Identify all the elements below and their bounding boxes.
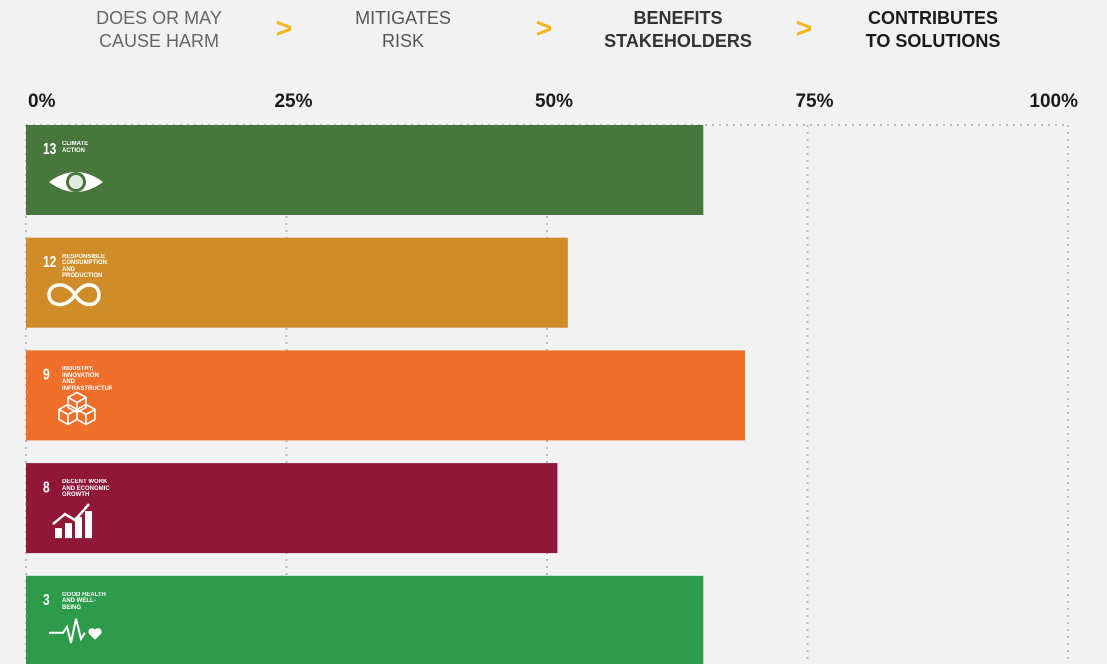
- goal-number: 3: [43, 590, 50, 608]
- stage-separator: >: [536, 12, 552, 43]
- goal-name: RESPONSIBLE CONSUMPTION AND PRODUCTION: [62, 253, 107, 278]
- goal-name: CLIMATE ACTION: [62, 141, 89, 154]
- stage-label: CONTRIBUTES: [868, 8, 998, 28]
- goal-number: 8: [43, 478, 50, 496]
- sdg-badge: 12 RESPONSIBLE CONSUMPTION AND PRODUCTION: [43, 252, 107, 307]
- stage-label: MITIGATES: [355, 8, 451, 28]
- bar: [26, 125, 704, 215]
- goal-name-text: DECENT WORK AND ECONOMIC GROWTH: [62, 479, 110, 499]
- goal-number: 9: [43, 365, 50, 383]
- goal-name-text: CLIMATE ACTION: [62, 141, 89, 154]
- stage-label: CAUSE HARM: [99, 31, 219, 51]
- icon: [65, 523, 72, 539]
- icon: [47, 283, 101, 307]
- icon: [88, 628, 102, 640]
- goal-number: 13: [43, 140, 56, 158]
- x-tick-label: 75%: [795, 91, 833, 112]
- x-tick-label: 50%: [535, 91, 573, 112]
- sdg-badge: 8 DECENT WORK AND ECONOMIC GROWTH: [43, 478, 110, 539]
- icon: [55, 528, 62, 539]
- sdg-badge: 13 CLIMATE ACTION: [43, 140, 103, 192]
- x-tick-label: 0%: [28, 91, 56, 112]
- icon: [76, 403, 96, 426]
- stage-label: TO SOLUTIONS: [866, 31, 1001, 51]
- goal-name: INDUSTRY, INNOVATION AND INFRASTRUCTURE: [62, 366, 112, 390]
- goal-name-text: GOOD HEALTH AND WELL-BEING: [62, 591, 106, 611]
- stage-label: DOES OR MAY: [96, 8, 222, 28]
- sdg-badge: 3 GOOD HEALTH AND WELL-BEING: [43, 590, 106, 644]
- goal-number: 12: [43, 252, 56, 270]
- x-tick-label: 25%: [274, 91, 312, 112]
- stage-label: STAKEHOLDERS: [604, 31, 752, 51]
- icon: [69, 175, 83, 189]
- icon: [52, 503, 90, 526]
- stage-label: BENEFITS: [633, 8, 722, 28]
- stage-separator: >: [796, 12, 812, 43]
- goal-name: DECENT WORK AND ECONOMIC GROWTH: [62, 479, 110, 499]
- bar: [26, 463, 558, 554]
- stage-label: RISK: [382, 31, 424, 51]
- stage-separator: >: [276, 12, 292, 43]
- icon: [49, 618, 86, 644]
- goal-name: GOOD HEALTH AND WELL-BEING: [62, 591, 106, 611]
- goal-name-text: INDUSTRY, INNOVATION AND INFRASTRUCTURE: [62, 366, 112, 391]
- bar: [26, 350, 745, 441]
- bar: [26, 237, 568, 328]
- bar: [26, 575, 704, 664]
- sdg-badge: 9 INDUSTRY, INNOVATION AND INFRASTRUCTURE: [43, 365, 112, 426]
- icon: [75, 517, 82, 539]
- goal-name-text: RESPONSIBLE CONSUMPTION AND PRODUCTION: [62, 253, 107, 278]
- x-tick-label: 100%: [1029, 91, 1078, 112]
- icon: [85, 511, 92, 539]
